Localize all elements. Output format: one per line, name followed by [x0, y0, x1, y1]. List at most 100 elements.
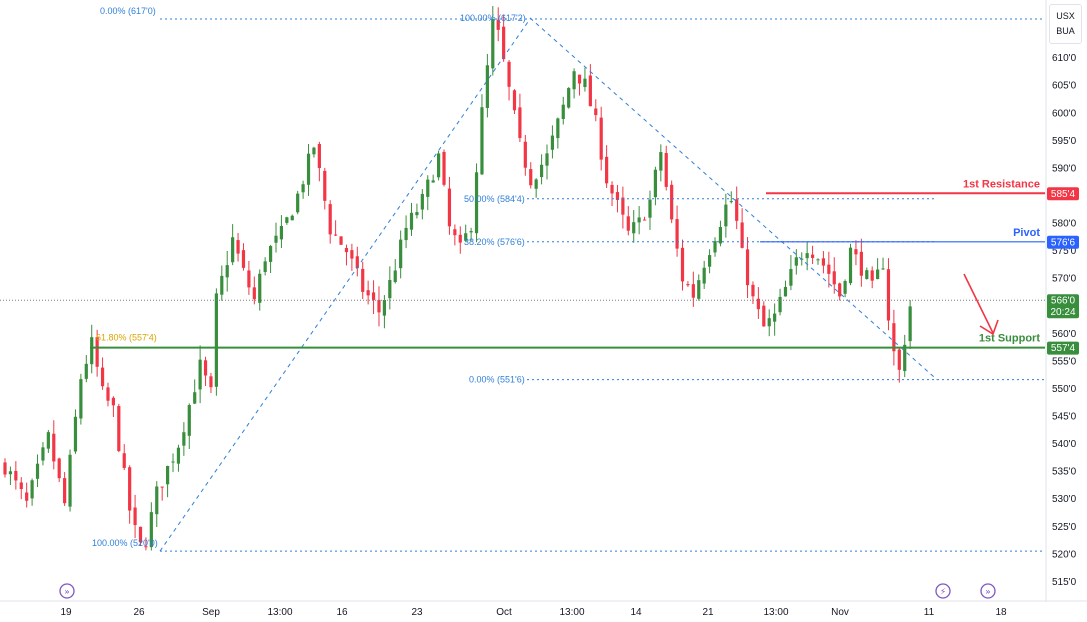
candle-body	[594, 108, 598, 116]
candle-body	[854, 249, 858, 255]
candle	[735, 186, 739, 230]
candle-body	[258, 273, 262, 303]
candle	[203, 356, 208, 386]
candle	[854, 240, 858, 266]
candle-body	[122, 453, 126, 468]
x-tick-label: Oct	[496, 607, 512, 618]
candle	[859, 238, 863, 287]
candle-body	[106, 387, 110, 401]
candle	[122, 444, 126, 471]
candle	[545, 144, 549, 180]
candle	[577, 74, 582, 96]
y-tick-label: 555'0	[1052, 356, 1077, 367]
candle-body	[903, 344, 907, 372]
candle	[95, 329, 99, 377]
lightning-icon[interactable]: ⚡	[935, 583, 951, 599]
candle	[502, 14, 506, 62]
candle-body	[339, 236, 343, 245]
forward-arrow-icon[interactable]: »	[59, 583, 75, 599]
candle	[908, 299, 912, 350]
candle	[686, 281, 690, 287]
candle-body	[35, 463, 40, 479]
candle	[675, 205, 679, 257]
candle-body	[859, 251, 863, 276]
candle	[41, 442, 45, 466]
candle-body	[821, 258, 826, 266]
candle	[328, 200, 332, 244]
candle	[366, 280, 370, 305]
x-tick-label: 11	[924, 607, 935, 618]
candle-body	[214, 293, 218, 387]
candle-body	[556, 118, 560, 139]
candle-body	[686, 284, 690, 286]
y-tick-label: 520'0	[1052, 549, 1077, 560]
candle-body	[724, 204, 728, 227]
fib-left-0-label: 0.00% (617'0)	[100, 6, 156, 16]
candle-body	[220, 275, 224, 295]
candle	[621, 186, 625, 229]
candle	[843, 279, 847, 298]
pivot-tag	[1047, 235, 1079, 249]
candle	[653, 166, 657, 206]
candle-body	[561, 104, 565, 119]
candle	[420, 189, 424, 220]
candle-body	[30, 480, 34, 499]
forward-arrow-icon[interactable]: »	[980, 583, 996, 599]
annotation-layer: » ⚡ »	[59, 273, 999, 599]
fib-right-100-label: 100.00% (617'2)	[460, 13, 526, 23]
y-tick-label: 560'0	[1052, 329, 1077, 340]
candle-body	[171, 461, 175, 463]
candle-body	[149, 512, 153, 548]
candle-body	[442, 151, 446, 185]
fib-left-618-label: 61.80% (557'4)	[96, 333, 157, 343]
candle-body	[328, 204, 332, 235]
candle	[767, 309, 771, 337]
candle	[149, 502, 153, 551]
candle-body	[567, 88, 571, 108]
price-axis[interactable]: 615'0610'0605'0600'0595'0590'0585'0580'0…	[1045, 0, 1079, 602]
candle-body	[14, 470, 18, 481]
candles-layer	[3, 5, 912, 551]
y-tick-label: 550'0	[1052, 384, 1077, 395]
candle-body	[52, 433, 56, 462]
candle	[371, 280, 376, 315]
candle-body	[642, 219, 647, 221]
x-tick-label: 16	[336, 607, 348, 618]
x-tick-label: 13:00	[267, 607, 292, 618]
candle	[399, 230, 403, 279]
fib-right-0-label: 0.00% (551'6)	[469, 375, 525, 385]
candle	[713, 237, 717, 257]
candle	[762, 301, 766, 327]
time-axis[interactable]: 19 26 Sep 13:00 16 23 Oct 13:00 14 21 13:00 Nov 11 18	[0, 600, 1087, 618]
candle-body	[268, 245, 273, 262]
candle-body	[447, 188, 452, 227]
candle-body	[290, 215, 294, 221]
candle-body	[128, 467, 132, 511]
candle	[68, 449, 72, 512]
candle-body	[285, 217, 289, 223]
support-tag	[1047, 341, 1079, 355]
symbol-badge[interactable]: USX BUA	[1049, 4, 1082, 44]
candle-body	[615, 192, 620, 200]
candle	[334, 220, 338, 237]
candle	[724, 193, 728, 238]
candle	[512, 89, 517, 115]
candle	[19, 477, 23, 500]
pivot-tag-label: 576'6	[1051, 237, 1076, 248]
candle-body	[377, 299, 381, 313]
candle	[171, 453, 175, 473]
candle	[355, 246, 359, 277]
candle-body	[783, 286, 788, 297]
candle-body	[778, 296, 782, 313]
fib-left-trend-line	[159, 18, 531, 552]
down-arrow-head-icon	[979, 319, 999, 336]
candle-body	[176, 447, 181, 464]
candle-body	[19, 482, 23, 490]
candle	[474, 163, 479, 243]
candle-body	[236, 240, 240, 254]
candle-body	[773, 313, 777, 322]
candle-body	[697, 280, 701, 299]
candle	[550, 125, 555, 159]
candle	[572, 68, 576, 99]
